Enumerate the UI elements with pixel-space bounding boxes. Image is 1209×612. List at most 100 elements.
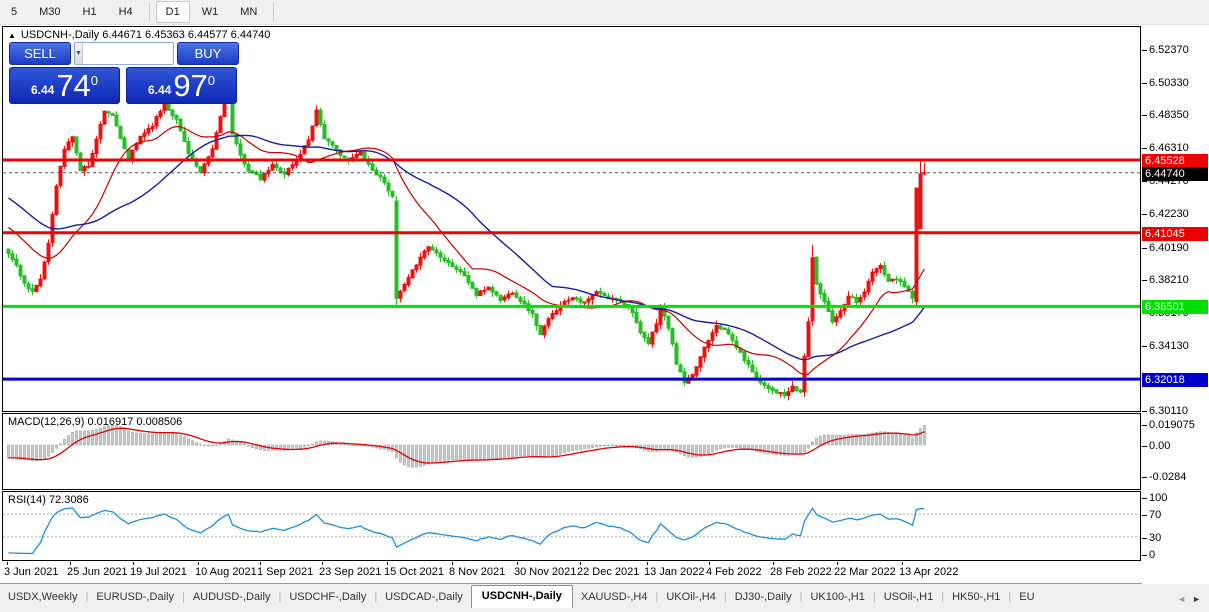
chart-tabs-bar: USDX,Weekly | EURUSD-,Daily | AUDUSD-,Daily |… xyxy=(0,584,1209,608)
tab-separator: | xyxy=(723,591,727,603)
sell-price-panel[interactable]: 6.44 74 0 xyxy=(9,67,120,104)
date-tick-mark xyxy=(260,562,261,565)
price-tick-label: 6.30110 xyxy=(1149,405,1188,418)
timeframe-button-m30[interactable]: M30 xyxy=(39,6,61,18)
timeframe-button-h4[interactable]: H4 xyxy=(118,6,133,18)
volume-spinner: ▼ ▲ xyxy=(74,42,174,65)
scale-tick-mark xyxy=(1142,498,1147,499)
price-tick-label: 6.42230 xyxy=(1149,208,1189,221)
rsi-label: RSI(14) 72.3086 xyxy=(8,494,89,506)
price-tick-label: 6.52370 xyxy=(1149,44,1189,57)
rsi-panel[interactable]: RSI(14) 72.3086 xyxy=(2,491,1141,561)
macd-tick-label: 0.00 xyxy=(1149,440,1171,452)
chart-tab-usdx-weekly[interactable]: USDX,Weekly xyxy=(8,591,78,603)
sell-button[interactable]: SELL xyxy=(9,42,71,65)
date-label: 23 Sep 2021 xyxy=(319,566,382,578)
macd-panel[interactable]: MACD(12,26,9) 0.016917 0.008506 xyxy=(2,413,1141,490)
chart-tab-eu[interactable]: EU xyxy=(1019,591,1035,603)
toolbar-separator xyxy=(148,3,150,21)
chart-tab-usoil-h1[interactable]: USOil-,H1 xyxy=(883,591,934,603)
tab-scroll-right-icon[interactable]: ► xyxy=(1192,594,1201,604)
scale-tick-mark xyxy=(1142,555,1147,556)
scale-tick-mark xyxy=(1142,50,1147,52)
chart-window: ▲ USDCNH-,Daily 6.44671 6.45363 6.44577 … xyxy=(0,25,1209,584)
date-label: 13 Jan 2022 xyxy=(644,566,705,578)
chart-tab-xauusd-h4[interactable]: XAUUSD-,H4 xyxy=(580,591,648,603)
timeframe-button-mn[interactable]: MN xyxy=(240,6,258,18)
buy-button[interactable]: BUY xyxy=(177,42,239,65)
timeframe-button-d1[interactable]: D1 xyxy=(155,1,190,23)
price-chart-panel[interactable]: ▲ USDCNH-,Daily 6.44671 6.45363 6.44577 … xyxy=(2,26,1141,412)
price-tick-label: 6.46310 xyxy=(1149,142,1189,155)
buy-price-panel[interactable]: 6.44 97 0 xyxy=(126,67,237,104)
scale-tick-mark xyxy=(1142,181,1147,183)
level-price-badge: 6.36501 xyxy=(1142,300,1208,315)
date-tick-mark xyxy=(133,562,134,565)
scale-tick-mark xyxy=(1142,345,1147,347)
timeframe-button-w1[interactable]: W1 xyxy=(201,6,219,18)
status-strip xyxy=(0,608,1209,612)
date-label: 25 Jun 2021 xyxy=(67,566,128,578)
price-tick-label: 6.50330 xyxy=(1149,77,1189,90)
sell-price-point: 0 xyxy=(90,73,99,88)
collapse-oct-icon[interactable]: ▲ xyxy=(8,30,16,40)
price-tick-label: 6.38210 xyxy=(1149,273,1189,286)
buy-price-point: 0 xyxy=(207,73,216,88)
tab-separator: | xyxy=(799,591,803,603)
toolbar-separator xyxy=(273,3,275,21)
timeframe-button-5[interactable]: 5 xyxy=(11,6,18,18)
tab-scroll-left-icon[interactable]: ◄ xyxy=(1177,594,1187,604)
chart-tab-audusd-daily[interactable]: AUDUSD-,Daily xyxy=(192,591,271,603)
date-tick-mark xyxy=(387,562,388,565)
macd-label: MACD(12,26,9) 0.016917 0.008506 xyxy=(8,416,183,428)
chart-tab-hk50-h1[interactable]: HK50-,H1 xyxy=(952,591,1001,603)
rsi-tick-label: 100 xyxy=(1149,492,1168,504)
volume-input[interactable] xyxy=(82,43,173,64)
chart-tab-ukoil-h4[interactable]: UKOil-,H4 xyxy=(666,591,716,603)
candlestick-chart xyxy=(3,87,1140,401)
scale-tick-mark xyxy=(1142,279,1147,281)
chart-tab-dj30-daily[interactable]: DJ30-,Daily xyxy=(734,591,792,603)
rsi-tick-label: 0 xyxy=(1149,549,1156,561)
date-label: 19 Jul 2021 xyxy=(130,566,187,578)
rsi-tick-label: 70 xyxy=(1149,509,1162,522)
date-tick-mark xyxy=(452,562,453,565)
tab-separator: | xyxy=(374,591,378,603)
volume-decrease-icon[interactable]: ▼ xyxy=(75,43,83,64)
timeframe-button-h1[interactable]: H1 xyxy=(82,6,97,18)
sell-price-prefix: 6.44 xyxy=(30,83,55,97)
macd-chart xyxy=(7,424,926,468)
chart-tab-uk100-h1[interactable]: UK100-,H1 xyxy=(810,591,865,603)
timeframe-toolbar: 5 M30 H1 H4 D1 W1 MN xyxy=(0,0,1209,25)
tab-separator: | xyxy=(85,591,89,603)
tab-scroll-arrows: ◄ ► xyxy=(1177,594,1209,608)
tab-separator: | xyxy=(872,591,876,603)
sell-price-pips: 74 xyxy=(56,68,91,103)
scale-tick-mark xyxy=(1142,83,1147,85)
scale-tick-mark xyxy=(1142,446,1147,447)
date-label: 1 Sep 2021 xyxy=(257,566,314,578)
chart-tab-usdchf-daily[interactable]: USDCHF-,Daily xyxy=(289,591,367,603)
scale-tick-mark xyxy=(1142,425,1147,427)
date-tick-mark xyxy=(709,562,710,565)
tab-separator: | xyxy=(941,591,945,603)
date-label: 30 Nov 2021 xyxy=(514,566,577,578)
chart-tab-eurusd-daily[interactable]: EURUSD-,Daily xyxy=(96,591,174,603)
scale-tick-mark xyxy=(1142,247,1147,249)
rsi-tick-label: 30 xyxy=(1149,531,1162,544)
date-tick-mark xyxy=(773,562,774,565)
chart-tab-usdcad-daily[interactable]: USDCAD-,Daily xyxy=(385,591,463,603)
date-label: 8 Nov 2021 xyxy=(449,566,506,578)
date-tick-mark xyxy=(580,562,581,565)
date-label: 22 Dec 2021 xyxy=(577,566,640,578)
date-tick-mark xyxy=(322,562,323,565)
price-tick-label: 6.48350 xyxy=(1149,109,1189,122)
date-axis: 3 Jun 2021 25 Jun 2021 19 Jul 2021 10 Aug 2… xyxy=(2,562,1141,582)
date-tick-mark xyxy=(70,562,71,565)
price-scale[interactable]: 6.52370 6.50330 6.48350 6.46310 6.44270 6.422… xyxy=(1142,25,1209,584)
tab-separator: | xyxy=(278,591,282,603)
chart-tab-usdcnh-daily[interactable]: USDCNH-,Daily xyxy=(470,585,573,608)
price-tick-label: 6.34130 xyxy=(1149,339,1189,352)
date-tick-mark xyxy=(647,562,648,565)
